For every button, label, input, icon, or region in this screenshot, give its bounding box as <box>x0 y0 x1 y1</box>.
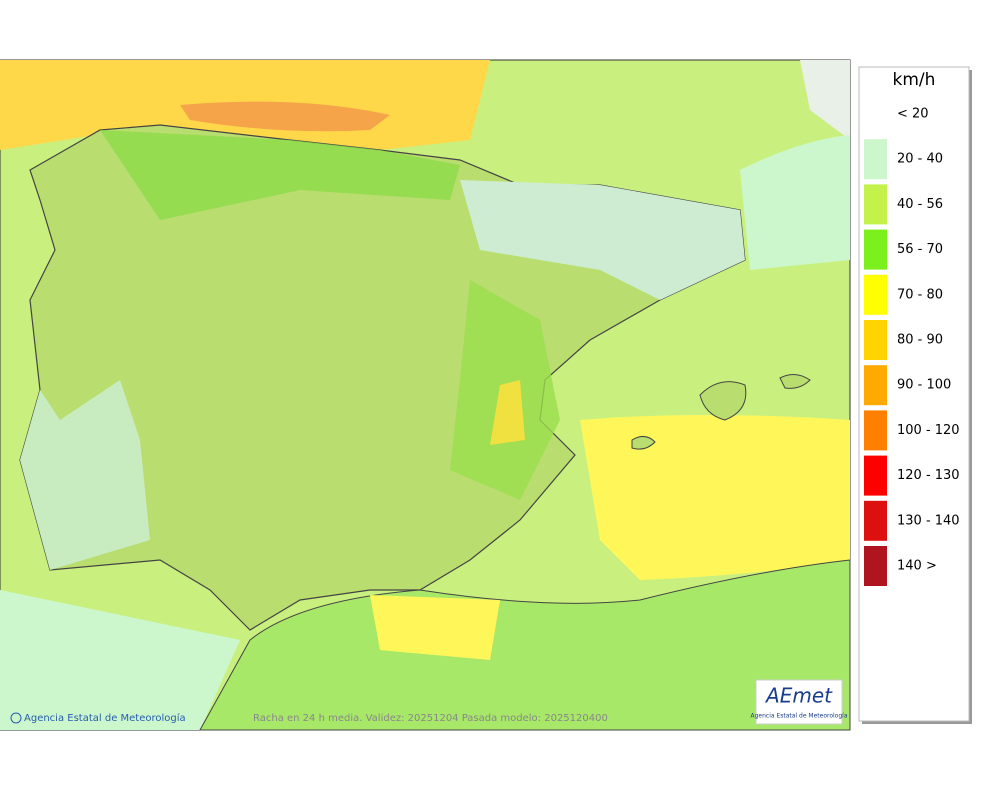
legend-swatch <box>864 229 887 270</box>
legend-label: < 20 <box>897 107 929 122</box>
legend-swatch <box>864 500 887 541</box>
north-green <box>100 130 460 220</box>
ebro-mint <box>460 180 745 300</box>
legend-swatch <box>864 410 887 451</box>
legend-label: 20 - 40 <box>897 152 943 167</box>
legend-swatch <box>864 365 887 406</box>
legend-label: 90 - 100 <box>897 378 951 393</box>
legend-swatch <box>864 139 887 180</box>
legend-swatch <box>864 320 887 360</box>
atlantic-mint <box>0 590 240 730</box>
france-grey <box>800 60 850 140</box>
north-orange <box>180 101 390 132</box>
legend-label: 40 - 56 <box>897 197 943 212</box>
legend-label: 130 - 140 <box>897 513 960 528</box>
credit: Agencia Estatal de Meteorología <box>24 712 186 724</box>
africa <box>199 559 851 731</box>
east-yellow <box>580 415 850 580</box>
legend-label: 80 - 90 <box>897 333 943 348</box>
legend-label: 56 - 70 <box>897 242 943 257</box>
legend-swatch <box>864 184 887 225</box>
logo: AEmet <box>764 684 833 708</box>
legend-swatch <box>864 274 887 315</box>
menorca <box>779 374 811 389</box>
portugal-south <box>20 380 150 570</box>
legend-label: 70 - 80 <box>897 287 943 302</box>
legend-swatch <box>864 546 887 586</box>
legend-label: 140 > <box>897 559 937 574</box>
alboran-yellow <box>370 595 500 660</box>
caption: Racha en 24 h media. Validez: 20251204 P… <box>253 713 608 724</box>
gulf-mint <box>740 135 850 270</box>
legend: km/h < 20 20 - 40 40 - 56 56 - 70 70 - 80 80 … <box>858 66 972 724</box>
legend-unit: km/h <box>893 70 936 90</box>
legend-label: 100 - 120 <box>897 423 960 438</box>
east-yellow-land <box>490 380 525 445</box>
mallorca <box>699 381 747 421</box>
map: Agencia Estatal de Meteorología Racha en… <box>0 59 851 731</box>
ibiza <box>631 436 656 450</box>
legend-label: 120 - 130 <box>897 468 960 483</box>
logo-subtitle: Agencia Estatal de Meteorología <box>751 713 848 720</box>
copyright-icon <box>10 712 22 724</box>
logo-box <box>755 679 843 725</box>
legend-swatch <box>864 455 887 496</box>
